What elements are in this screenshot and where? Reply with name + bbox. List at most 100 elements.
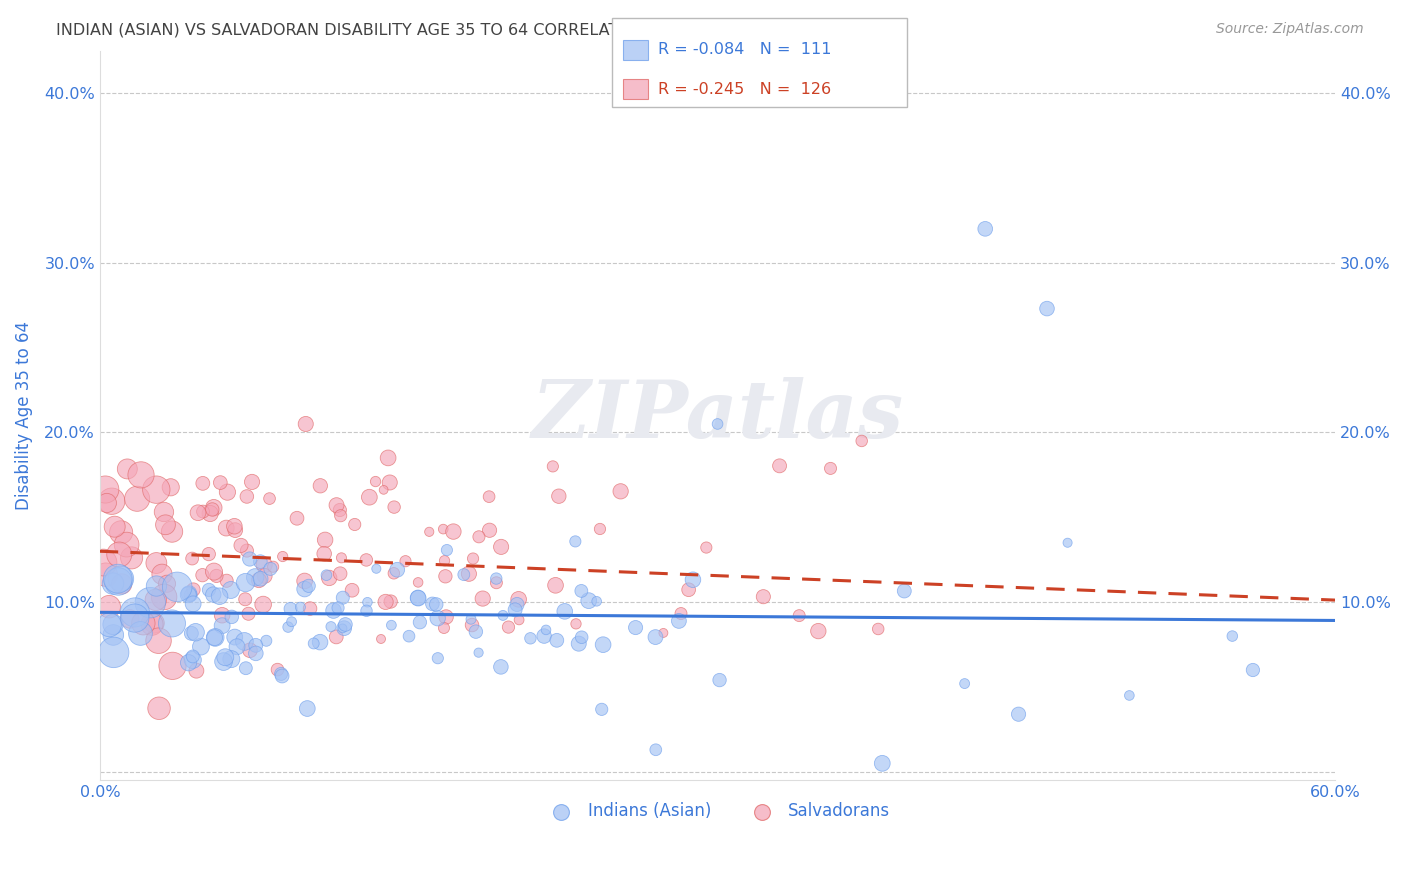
Point <box>160 616 183 631</box>
Point <box>215 521 238 535</box>
Point <box>180 588 202 602</box>
Point <box>422 597 444 611</box>
Point <box>378 475 401 490</box>
Point <box>280 615 302 629</box>
Point <box>644 630 666 644</box>
Point <box>294 574 316 588</box>
Point <box>280 602 302 616</box>
Point <box>181 653 204 667</box>
Point <box>141 617 163 632</box>
Point <box>592 638 614 652</box>
Point <box>204 631 226 645</box>
Point <box>129 626 152 640</box>
Point <box>489 660 512 674</box>
Point <box>145 579 167 593</box>
Point <box>433 621 456 635</box>
Point <box>1036 301 1059 316</box>
Point <box>110 572 132 586</box>
Text: INDIAN (ASIAN) VS SALVADORAN DISABILITY AGE 35 TO 64 CORRELATION CHART: INDIAN (ASIAN) VS SALVADORAN DISABILITY … <box>56 22 707 37</box>
Point <box>533 629 555 643</box>
Legend: Indians (Asian), Salvadorans: Indians (Asian), Salvadorans <box>538 796 897 827</box>
Point <box>235 661 257 675</box>
Point <box>309 479 332 493</box>
Point <box>314 547 336 561</box>
Point <box>208 589 231 603</box>
Point <box>145 592 167 607</box>
Point <box>1241 663 1264 677</box>
Point <box>294 582 316 596</box>
Point <box>233 634 256 648</box>
Point <box>682 573 704 587</box>
Point <box>205 569 228 583</box>
Point <box>541 459 564 474</box>
Point <box>236 543 259 558</box>
Point <box>93 556 115 570</box>
Point <box>302 636 325 650</box>
Point <box>554 604 576 618</box>
Point <box>191 568 214 582</box>
Point <box>190 640 212 654</box>
Point <box>270 666 292 681</box>
Point <box>382 566 405 581</box>
Point <box>374 595 396 609</box>
Point <box>333 621 356 635</box>
Point <box>156 576 179 591</box>
Point <box>585 594 607 608</box>
Point <box>297 701 319 715</box>
Point <box>166 580 188 594</box>
Point <box>546 633 568 648</box>
Point <box>498 620 520 634</box>
Point <box>211 608 233 623</box>
Point <box>198 507 221 521</box>
Point <box>373 483 395 497</box>
Point <box>285 511 308 525</box>
Point <box>669 607 692 621</box>
Point <box>108 548 131 562</box>
Point <box>706 417 728 431</box>
Point <box>224 630 246 644</box>
Point <box>340 583 363 598</box>
Point <box>485 575 508 590</box>
Point <box>249 555 271 569</box>
Point <box>974 222 997 236</box>
Point <box>252 598 274 612</box>
Point <box>132 616 155 631</box>
Point <box>382 500 405 515</box>
Point <box>370 632 392 646</box>
Point <box>103 645 125 659</box>
Point <box>118 612 141 626</box>
Point <box>197 547 219 561</box>
Point <box>153 590 176 604</box>
Point <box>377 450 399 465</box>
Point <box>418 524 440 539</box>
Point <box>461 618 484 632</box>
Point <box>820 461 842 475</box>
Point <box>569 583 592 598</box>
Point <box>356 604 378 618</box>
Point <box>290 600 312 615</box>
Point <box>299 601 322 615</box>
Point <box>96 496 118 510</box>
Point <box>547 489 569 503</box>
Point <box>564 534 586 549</box>
Point <box>478 490 501 504</box>
Point <box>406 591 429 606</box>
Point <box>198 582 221 597</box>
Point <box>224 519 246 533</box>
Point <box>181 649 204 664</box>
Point <box>224 523 246 537</box>
Point <box>294 417 316 431</box>
Point <box>426 651 449 665</box>
Point <box>453 567 475 582</box>
Point <box>221 610 243 624</box>
Point <box>240 475 263 489</box>
Point <box>180 626 202 640</box>
Point <box>591 702 613 716</box>
Point <box>868 622 890 636</box>
Point <box>187 506 209 520</box>
Text: R = -0.245   N =  126: R = -0.245 N = 126 <box>658 82 831 96</box>
Point <box>652 626 675 640</box>
Point <box>103 628 125 642</box>
Point <box>768 458 790 473</box>
Point <box>851 434 873 448</box>
